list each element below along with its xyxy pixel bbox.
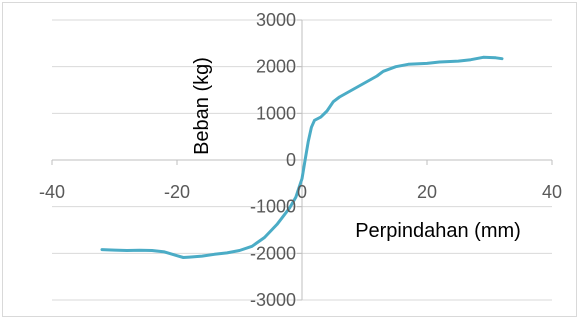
y-tick-label: -3000	[250, 290, 296, 310]
y-tick-label: 0	[286, 150, 296, 170]
x-tick-label: 20	[417, 182, 437, 202]
x-tick-label: -40	[39, 182, 65, 202]
x-tick-label: 40	[542, 182, 562, 202]
axes	[51, 19, 553, 301]
y-tick-label: 1000	[256, 103, 296, 123]
y-tick-label: -2000	[250, 243, 296, 263]
y-tick-labels: -3000 -2000 -1000 0 1000 2000 3000	[250, 10, 296, 310]
y-axis-title: Beban (kg)	[191, 57, 213, 155]
x-tick-label: 0	[297, 182, 307, 202]
y-tick-label: 3000	[256, 10, 296, 30]
y-tick-label: 2000	[256, 57, 296, 77]
y-tick-label: -1000	[250, 197, 296, 217]
x-tick-label: -20	[164, 182, 190, 202]
x-axis-title: Perpindahan (mm)	[355, 220, 521, 242]
series-line	[100, 55, 504, 259]
series-layer	[100, 55, 504, 259]
x-tick-labels: -40 -20 0 20 40	[39, 182, 562, 202]
